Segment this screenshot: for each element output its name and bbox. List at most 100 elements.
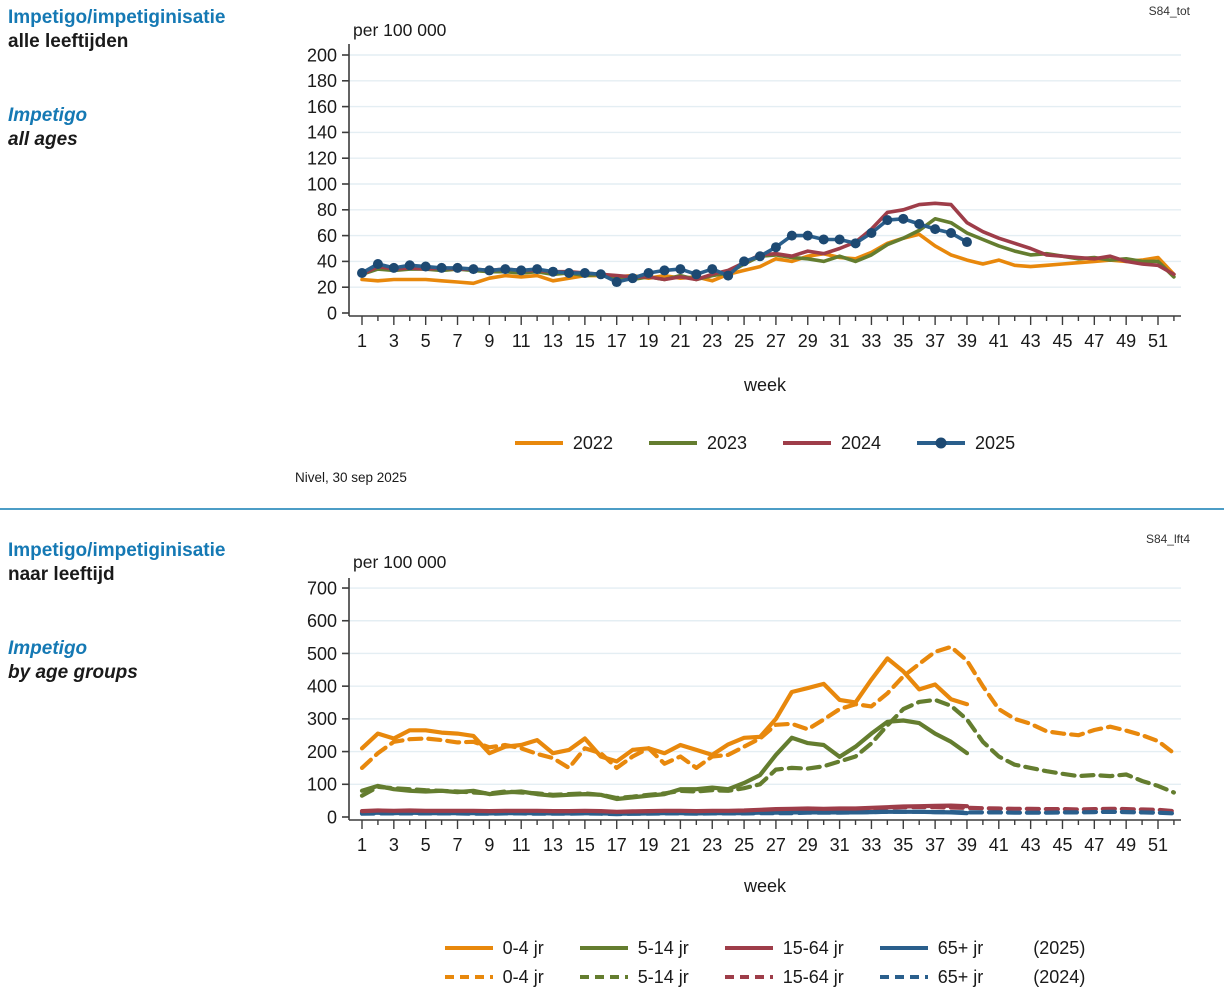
legend-label: 2023: [706, 432, 747, 453]
series-marker: [946, 228, 957, 239]
x-tick-label: 15: [575, 835, 595, 855]
legend-label: 0-4 jr: [502, 966, 544, 987]
x-tick-label: 43: [1021, 331, 1041, 351]
x-tick-label: 23: [702, 835, 722, 855]
legend-item-2022: 2022: [514, 432, 613, 454]
legend-label: 15-64 jr: [782, 937, 844, 958]
x-tick-label: 7: [453, 835, 463, 855]
x-tick-label: 27: [766, 835, 786, 855]
series-line-2024: [360, 201, 1176, 282]
x-tick-label: 19: [639, 331, 659, 351]
series-marker: [468, 264, 479, 275]
series-line-0-4-jr-2025-: [359, 656, 970, 764]
legend-label: 0-4 jr: [502, 937, 544, 958]
series-marker: [802, 230, 813, 241]
series-marker: [548, 266, 559, 277]
x-tick-label: 37: [925, 835, 945, 855]
y-tick-label: 300: [307, 709, 337, 729]
legend-swatch-5-14-jr: [579, 946, 628, 950]
series-line-5-14-jr-2025-: [359, 718, 970, 802]
x-tick-label: 13: [543, 331, 563, 351]
bottom-chart-title-nl: Impetigo/impetiginisatie naar leeftijd: [8, 539, 225, 587]
x-tick-label: 29: [798, 331, 818, 351]
series-marker: [372, 258, 383, 269]
legend-swatch-0-4-jr: [444, 946, 493, 950]
x-axis-title: week: [743, 876, 787, 896]
top-chart-title-nl: Impetigo/impetiginisatie alle leeftijden: [8, 6, 225, 54]
legend-item-0-4-jr: 0-4 jr: [444, 966, 544, 988]
x-tick-label: 3: [389, 331, 399, 351]
legend-label: 2022: [572, 432, 613, 453]
legend-swatch-2022: [514, 441, 563, 445]
x-tick-label: 43: [1021, 835, 1041, 855]
series-line-2022: [360, 232, 1176, 286]
series-marker: [532, 264, 543, 275]
series-line-65+-jr-2025-: [359, 809, 970, 816]
series-marker: [739, 256, 750, 267]
legend-row: 0-4 jr 5-14 jr 15-64 jr 65+ jr (2025): [349, 936, 1181, 960]
legend-item-65+-jr: 65+ jr: [879, 967, 983, 988]
x-tick-label: 31: [830, 331, 850, 351]
series-marker: [834, 234, 845, 245]
legend-item-0-4-jr: 0-4 jr: [444, 937, 544, 959]
y-tick-label: 120: [307, 149, 337, 169]
legend-label: 2025: [975, 432, 1016, 453]
y-tick-label: 600: [307, 611, 337, 631]
series-marker: [691, 269, 702, 280]
series-marker: [563, 268, 574, 279]
bottom-title-nl-line2: naar leeftijd: [8, 564, 115, 585]
bottom-title-en-line1: Impetigo: [8, 638, 88, 659]
series-marker: [961, 237, 972, 248]
x-tick-label: 15: [575, 331, 595, 351]
x-tick-label: 1: [357, 331, 367, 351]
legend-label: 5-14 jr: [637, 937, 689, 958]
bottom-title-en-line2: by age groups: [8, 662, 138, 683]
series-marker: [786, 230, 797, 241]
x-tick-label: 23: [702, 331, 722, 351]
series-marker: [452, 262, 463, 273]
chart-code-top: S84_tot: [1148, 4, 1190, 18]
series-marker: [436, 262, 447, 273]
x-tick-label: 5: [421, 331, 431, 351]
y-tick-label: 500: [307, 644, 337, 664]
y-tick-label: 20: [317, 278, 337, 298]
y-tick-label: 80: [317, 200, 337, 220]
y-tick-label: 160: [307, 97, 337, 117]
series-marker: [516, 265, 527, 276]
x-tick-label: 17: [607, 331, 627, 351]
series-marker: [388, 262, 399, 273]
legend-swatch-dashed-0-4-jr: [444, 975, 493, 979]
legend-swatch-15-64-jr: [724, 946, 773, 950]
y-tick-label: 140: [307, 123, 337, 143]
series-marker: [643, 268, 654, 279]
series-marker: [850, 238, 861, 249]
top-title-en-line2: all ages: [8, 129, 78, 150]
series-marker: [818, 234, 829, 245]
x-tick-label: 9: [484, 835, 494, 855]
unit-label: per 100 000: [353, 552, 447, 572]
x-tick-label: 25: [734, 835, 754, 855]
series-line-15-64-jr-2025-: [359, 803, 970, 814]
legend-swatch-2024: [783, 441, 831, 445]
x-tick-label: 3: [389, 835, 399, 855]
x-tick-label: 37: [925, 331, 945, 351]
series-marker: [659, 265, 670, 276]
y-tick-label: 180: [307, 71, 337, 91]
series-marker: [930, 224, 941, 235]
legend-marker-dot: [935, 437, 947, 449]
legend-label: 65+ jr: [937, 937, 984, 958]
series-marker: [707, 264, 718, 275]
section-divider: [0, 508, 1224, 510]
bottom-chart-legend: 0-4 jr 5-14 jr 15-64 jr 65+ jr (2025) 0-4 jr 5…: [349, 936, 1181, 989]
x-tick-label: 25: [734, 331, 754, 351]
x-tick-label: 49: [1116, 835, 1136, 855]
x-tick-label: 11: [512, 331, 531, 351]
legend-swatch-dashed-65+-jr: [879, 975, 928, 979]
x-tick-label: 51: [1148, 331, 1168, 351]
x-axis-title: week: [743, 375, 787, 395]
x-tick-label: 9: [484, 331, 494, 351]
x-tick-label: 13: [543, 835, 563, 855]
series-marker: [914, 218, 925, 229]
